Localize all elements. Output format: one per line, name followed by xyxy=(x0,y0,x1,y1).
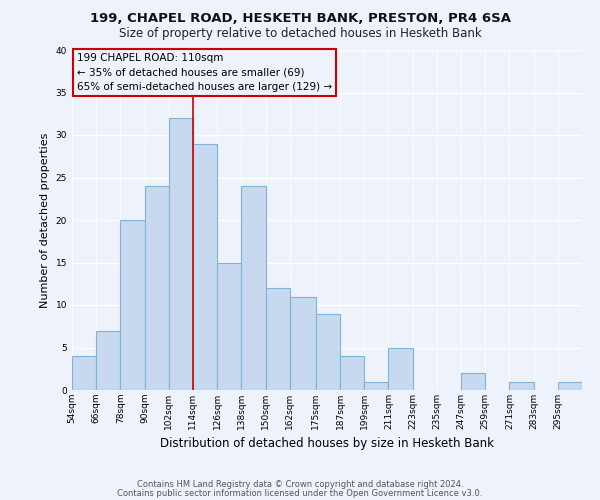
Text: 199 CHAPEL ROAD: 110sqm
← 35% of detached houses are smaller (69)
65% of semi-de: 199 CHAPEL ROAD: 110sqm ← 35% of detache… xyxy=(77,54,332,92)
Bar xyxy=(121,220,145,390)
Text: Contains HM Land Registry data © Crown copyright and database right 2024.: Contains HM Land Registry data © Crown c… xyxy=(137,480,463,489)
Bar xyxy=(558,382,582,390)
Bar xyxy=(217,262,241,390)
Bar xyxy=(290,296,316,390)
Bar xyxy=(340,356,364,390)
Bar xyxy=(266,288,290,390)
Bar xyxy=(241,186,266,390)
Text: Contains public sector information licensed under the Open Government Licence v3: Contains public sector information licen… xyxy=(118,488,482,498)
Bar xyxy=(72,356,96,390)
Bar xyxy=(193,144,217,390)
Bar xyxy=(461,373,485,390)
X-axis label: Distribution of detached houses by size in Hesketh Bank: Distribution of detached houses by size … xyxy=(160,438,494,450)
Bar xyxy=(509,382,533,390)
Bar xyxy=(316,314,340,390)
Text: 199, CHAPEL ROAD, HESKETH BANK, PRESTON, PR4 6SA: 199, CHAPEL ROAD, HESKETH BANK, PRESTON,… xyxy=(89,12,511,26)
Text: Size of property relative to detached houses in Hesketh Bank: Size of property relative to detached ho… xyxy=(119,28,481,40)
Bar xyxy=(364,382,388,390)
Bar xyxy=(388,348,413,390)
Bar xyxy=(96,330,121,390)
Bar xyxy=(145,186,169,390)
Y-axis label: Number of detached properties: Number of detached properties xyxy=(40,132,50,308)
Bar xyxy=(169,118,193,390)
